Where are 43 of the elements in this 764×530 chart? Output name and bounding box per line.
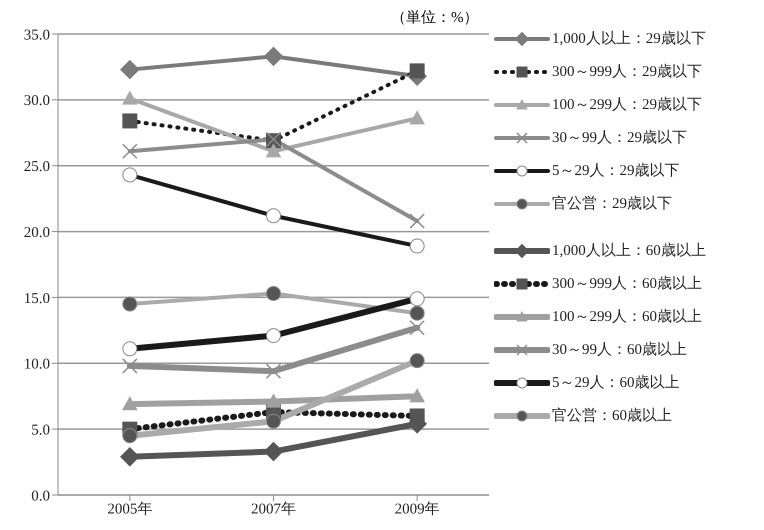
point	[410, 353, 425, 368]
legend-label: 1,000人以上：29歳以下	[552, 30, 706, 48]
y-tick-label: 15.0	[24, 290, 50, 307]
x-tick-label: 2007年	[251, 500, 296, 518]
point	[266, 286, 281, 301]
point	[122, 296, 138, 312]
point	[264, 46, 284, 66]
y-tick-label: 35.0	[24, 27, 50, 44]
legend-label: 100～299人：60歳以上	[552, 308, 702, 326]
legend-label: 5～29人：29歳以下	[552, 162, 680, 180]
legend-label: 100～299人：29歳以下	[552, 96, 702, 114]
point	[122, 91, 138, 105]
y-tick-label: 10.0	[24, 356, 50, 373]
legend-label: 官公営：60歳以上	[552, 406, 672, 425]
legend-label: 30～99人：29歳以下	[552, 128, 687, 147]
legend-label: 1,000人以上：60歳以上	[552, 242, 706, 260]
point	[410, 306, 425, 321]
y-tick-label: 20.0	[24, 224, 50, 241]
point	[266, 394, 281, 408]
point	[120, 60, 140, 80]
point	[266, 414, 281, 429]
y-tick-label: 25.0	[24, 159, 50, 176]
legend-label: 5～29人：60歳以上	[552, 374, 680, 392]
legend-label: 官公営：29歳以下	[552, 194, 672, 213]
legend-label: 300～999人：60歳以上	[552, 274, 702, 293]
point	[409, 213, 425, 229]
x-tick-label: 2009年	[394, 500, 440, 518]
legend-label: 300～999人：29歳以下	[552, 62, 702, 81]
point	[266, 144, 281, 158]
y-tick-label: 5.0	[31, 422, 50, 438]
text: （単位：%）	[391, 9, 478, 27]
point	[410, 388, 425, 402]
point	[266, 363, 282, 379]
point	[122, 396, 138, 410]
y-tick-label: 30.0	[24, 93, 50, 110]
legend-label: 30～99人：60歳以上	[552, 340, 687, 359]
point	[122, 428, 138, 444]
point	[409, 320, 425, 336]
point	[122, 143, 138, 159]
x-tick-label: 2005年	[107, 500, 152, 518]
point	[122, 358, 138, 374]
y-tick-label: 0.0	[31, 488, 50, 504]
point	[410, 110, 425, 124]
